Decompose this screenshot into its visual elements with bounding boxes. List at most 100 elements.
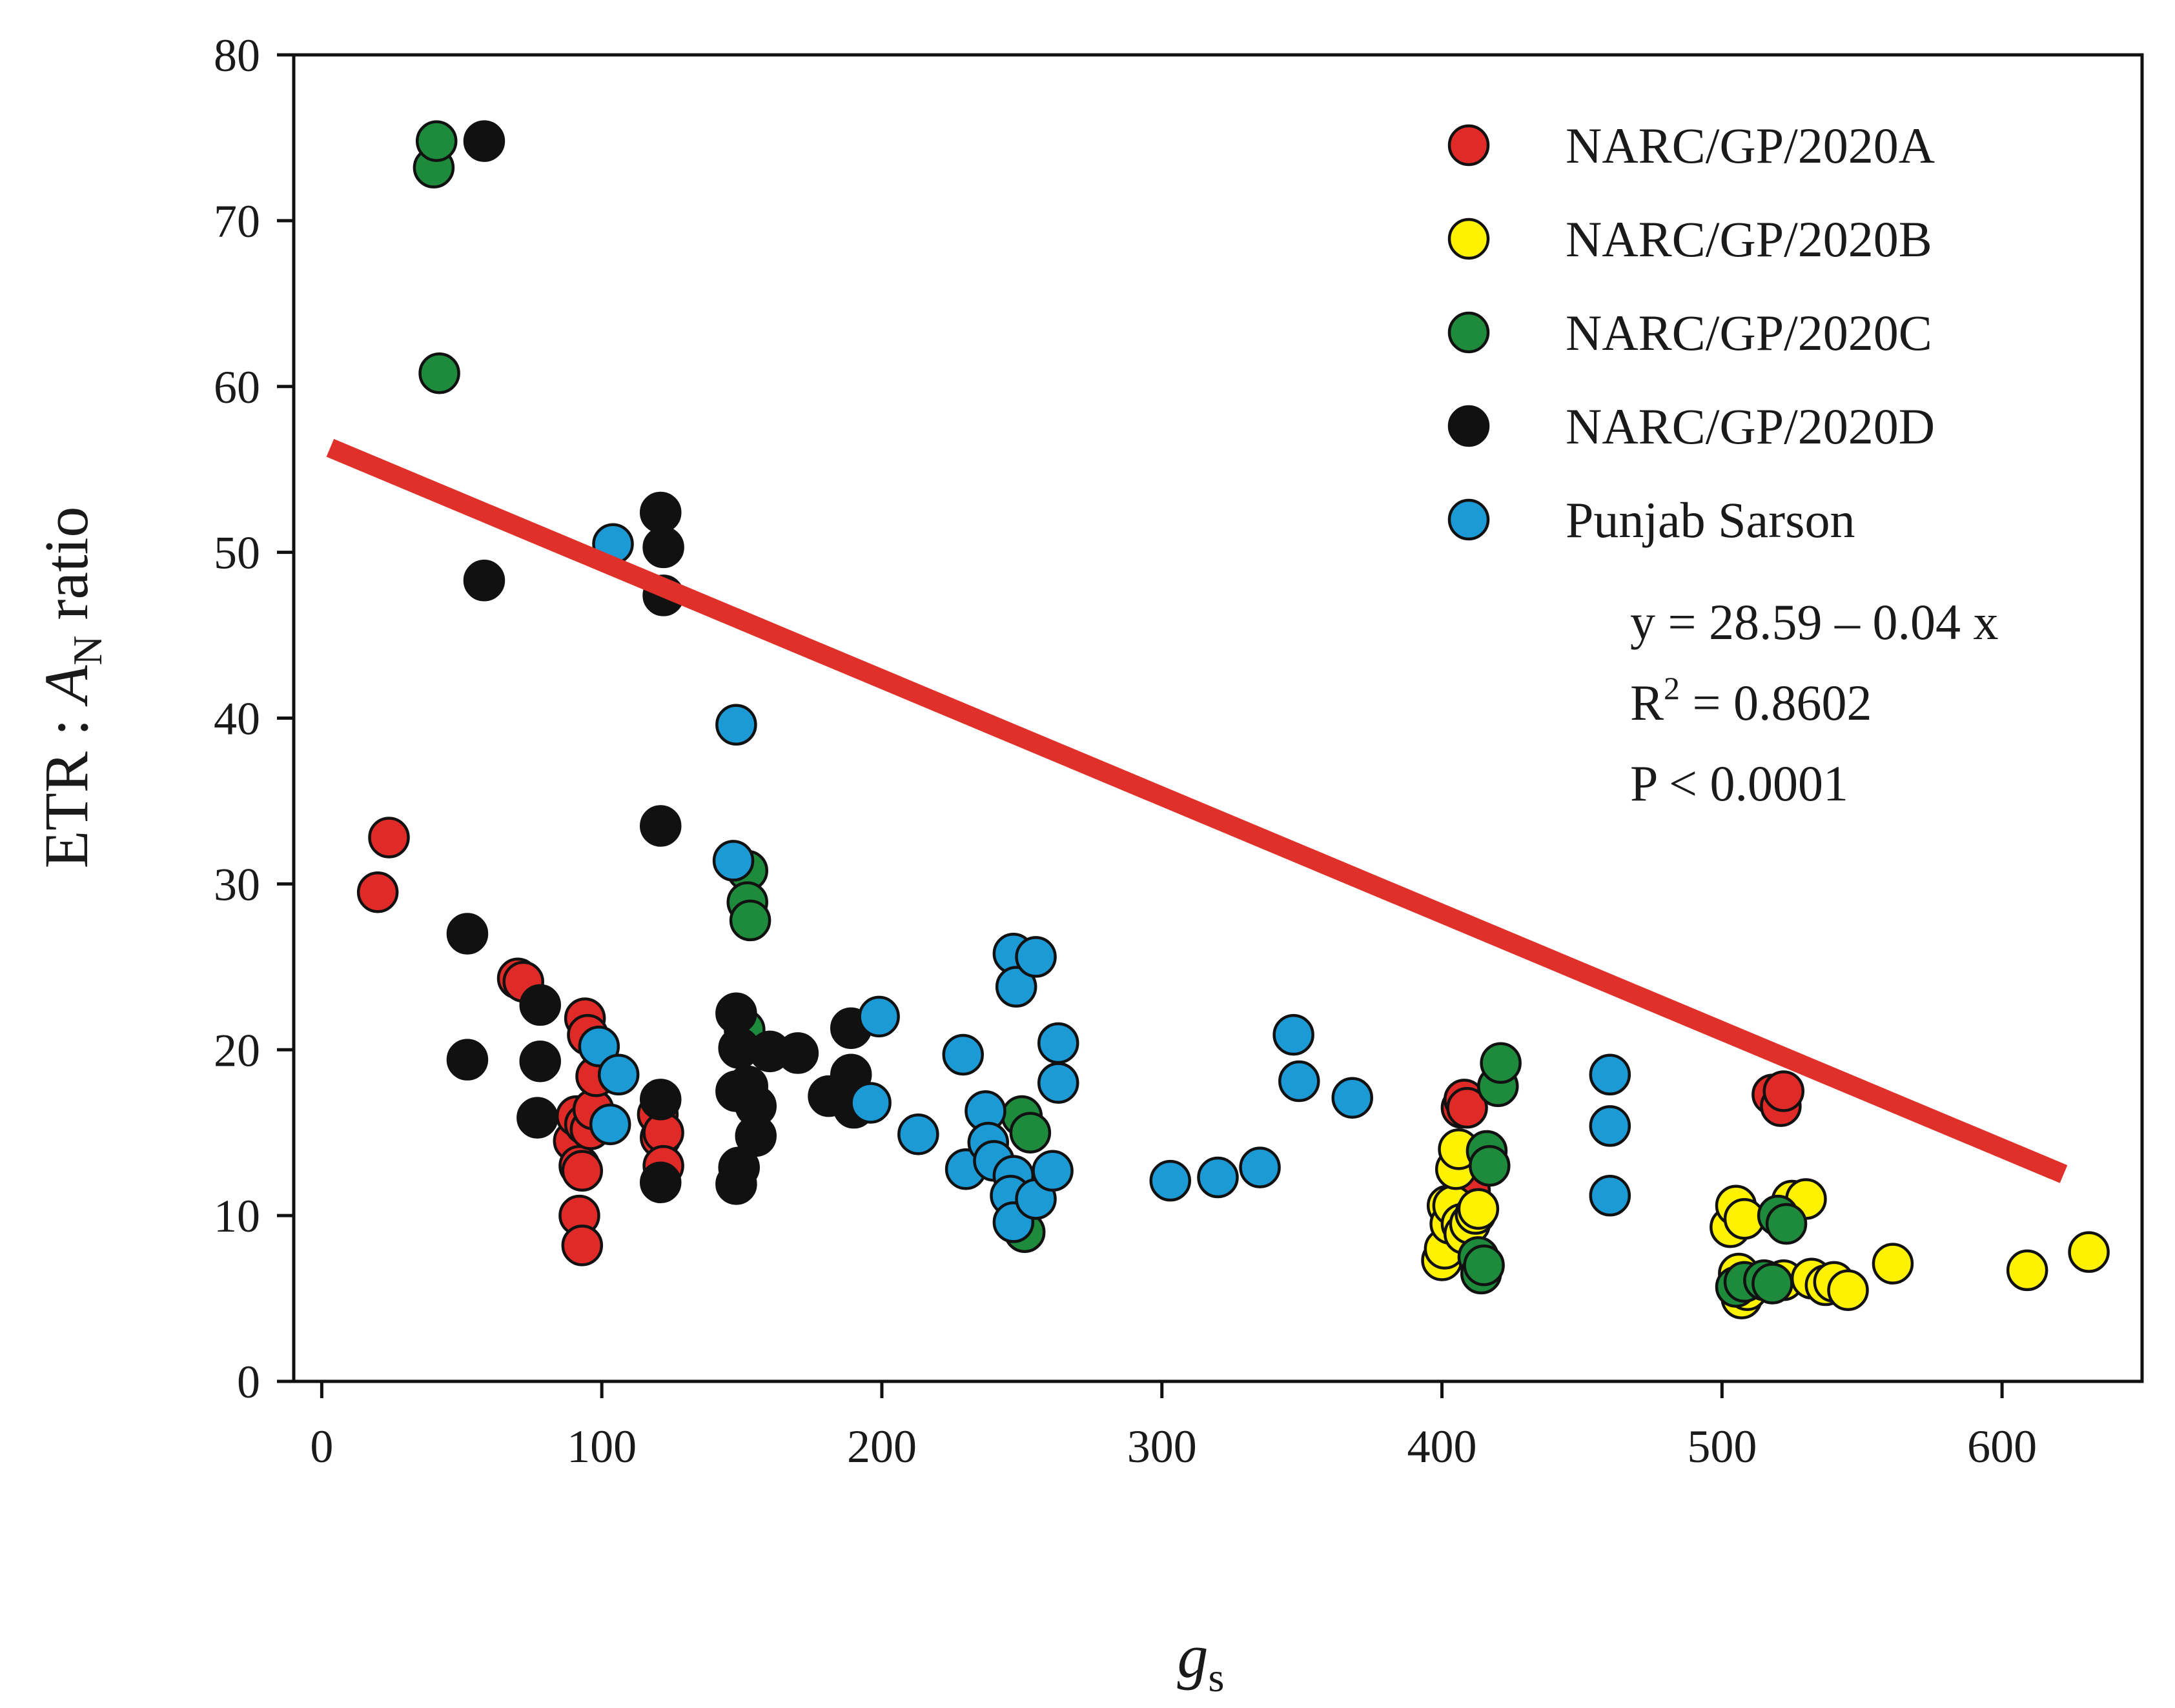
legend-label: Punjab Sarson bbox=[1566, 492, 1855, 548]
data-point-narc-gp-2020c bbox=[1480, 1042, 1522, 1084]
data-point-narc-gp-2020d bbox=[640, 805, 682, 847]
data-point-punjab-sarson bbox=[1589, 1053, 1631, 1096]
data-point-narc-gp-2020d bbox=[519, 984, 561, 1026]
data-point-punjab-sarson bbox=[1278, 1060, 1320, 1103]
data-point-narc-gp-2020d bbox=[642, 526, 684, 569]
data-point-punjab-sarson bbox=[1239, 1146, 1281, 1188]
data-point-narc-gp-2020c bbox=[1765, 1203, 1808, 1245]
y-tick-label: 10 bbox=[214, 1190, 260, 1242]
ticks-layer: 0 100 200 300 400 500 600 0 10 20 30 40 50 60 70 80 bbox=[214, 30, 2037, 1472]
legend-label: NARC/GP/2020B bbox=[1566, 211, 1932, 267]
x-tick-label: 400 bbox=[1407, 1421, 1477, 1472]
r2-value: = 0.8602 bbox=[1680, 675, 1872, 731]
data-point-punjab-sarson bbox=[858, 995, 900, 1038]
data-point-narc-gp-2020c bbox=[418, 352, 460, 394]
data-point-narc-gp-2020b bbox=[2068, 1231, 2110, 1273]
data-point-narc-gp-2020c bbox=[415, 120, 458, 162]
data-point-punjab-sarson bbox=[1589, 1105, 1631, 1147]
data-point-narc-gp-2020a bbox=[356, 871, 399, 913]
legend-label: NARC/GP/2020A bbox=[1566, 117, 1935, 174]
y-title-subscript: N bbox=[65, 636, 110, 666]
y-axis-title: ETR : AN ratio bbox=[32, 507, 110, 869]
data-point-narc-gp-2020d bbox=[516, 1097, 558, 1139]
data-point-narc-gp-2020b bbox=[1872, 1243, 1914, 1285]
data-point-narc-gp-2020b bbox=[1457, 1188, 1500, 1230]
data-point-punjab-sarson bbox=[1037, 1062, 1079, 1104]
x-tick-label: 600 bbox=[1967, 1421, 2037, 1472]
data-point-narc-gp-2020a bbox=[561, 1225, 604, 1266]
data-point-punjab-sarson bbox=[597, 1053, 640, 1096]
data-point-narc-gp-2020b bbox=[2006, 1249, 2048, 1292]
data-point-punjab-sarson bbox=[1331, 1077, 1373, 1119]
data-point-punjab-sarson bbox=[1032, 1150, 1074, 1192]
x-tick-label: 200 bbox=[847, 1421, 917, 1472]
y-tick-label: 60 bbox=[214, 361, 260, 413]
y-title-prefix: ETR : bbox=[32, 703, 101, 868]
data-point-narc-gp-2020d bbox=[640, 1161, 682, 1203]
data-point-narc-gp-2020d bbox=[446, 913, 489, 955]
x-axis-title: gs bbox=[1178, 1622, 1225, 1700]
data-point-narc-gp-2020d bbox=[715, 992, 757, 1034]
data-point-punjab-sarson bbox=[1015, 936, 1057, 978]
points-layer bbox=[326, 120, 2110, 1319]
y-tick-label: 20 bbox=[214, 1024, 260, 1076]
x-title-subscript: s bbox=[1209, 1654, 1225, 1700]
data-point-narc-gp-2020c bbox=[1751, 1263, 1793, 1305]
data-point-punjab-sarson bbox=[942, 1033, 985, 1076]
data-point-punjab-sarson bbox=[1197, 1156, 1239, 1199]
data-point-punjab-sarson bbox=[1272, 1013, 1314, 1056]
legend-marker bbox=[1447, 218, 1490, 260]
data-point-narc-gp-2020d bbox=[519, 1040, 561, 1083]
legend-marker bbox=[1447, 405, 1490, 447]
regression-equation: y = 28.59 – 0.04 x bbox=[1630, 594, 1999, 650]
data-point-narc-gp-2020d bbox=[640, 491, 682, 534]
y-title-italic: A bbox=[32, 665, 101, 707]
y-title-suffix: ratio bbox=[32, 507, 101, 636]
x-tick-label: 0 bbox=[310, 1421, 333, 1472]
x-tick-label: 500 bbox=[1687, 1421, 1757, 1472]
data-point-punjab-sarson bbox=[578, 1025, 620, 1068]
legend-marker bbox=[1447, 498, 1490, 541]
x-title-main: g bbox=[1178, 1622, 1209, 1691]
legend: NARC/GP/2020A NARC/GP/2020B NARC/GP/2020C N… bbox=[1447, 117, 1935, 548]
regression-line bbox=[326, 438, 2068, 1183]
x-tick-label: 100 bbox=[567, 1421, 637, 1472]
data-point-punjab-sarson bbox=[995, 966, 1037, 1008]
data-point-narc-gp-2020b bbox=[1827, 1269, 1869, 1311]
data-point-narc-gp-2020d bbox=[463, 120, 505, 162]
data-point-narc-gp-2020d bbox=[446, 1039, 489, 1081]
legend-marker bbox=[1447, 124, 1490, 167]
legend-marker bbox=[1447, 311, 1490, 354]
data-point-narc-gp-2020c bbox=[1463, 1244, 1505, 1286]
legend-label: NARC/GP/2020C bbox=[1566, 305, 1932, 361]
data-point-narc-gp-2020d bbox=[715, 1163, 757, 1205]
data-point-narc-gp-2020a bbox=[1446, 1086, 1488, 1129]
data-point-narc-gp-2020a bbox=[368, 817, 410, 859]
y-tick-label: 50 bbox=[214, 527, 260, 579]
data-point-punjab-sarson bbox=[850, 1082, 892, 1124]
data-point-punjab-sarson bbox=[589, 1103, 631, 1146]
data-point-narc-gp-2020c bbox=[1009, 1112, 1052, 1154]
data-point-punjab-sarson bbox=[1037, 1022, 1079, 1064]
legend-label: NARC/GP/2020D bbox=[1566, 398, 1935, 454]
y-tick-label: 40 bbox=[214, 693, 260, 745]
data-point-punjab-sarson bbox=[1149, 1159, 1192, 1202]
regression-p-value: P < 0.0001 bbox=[1630, 755, 1848, 811]
data-point-narc-gp-2020d bbox=[735, 1115, 777, 1157]
r2-label: R bbox=[1630, 675, 1664, 731]
data-point-narc-gp-2020d bbox=[777, 1032, 819, 1074]
data-point-punjab-sarson bbox=[1589, 1175, 1631, 1217]
data-point-narc-gp-2020d bbox=[640, 1079, 682, 1121]
y-tick-label: 80 bbox=[214, 30, 260, 81]
regression-r2: R2 = 0.8602 bbox=[1630, 670, 1872, 731]
y-tick-label: 0 bbox=[237, 1356, 260, 1408]
data-point-punjab-sarson bbox=[712, 840, 755, 882]
data-point-narc-gp-2020a bbox=[1762, 1070, 1805, 1112]
data-point-narc-gp-2020c bbox=[1469, 1144, 1511, 1187]
y-tick-label: 70 bbox=[214, 196, 260, 247]
data-point-narc-gp-2020c bbox=[729, 899, 771, 942]
data-point-punjab-sarson bbox=[715, 704, 757, 746]
data-point-narc-gp-2020a bbox=[561, 1150, 604, 1192]
